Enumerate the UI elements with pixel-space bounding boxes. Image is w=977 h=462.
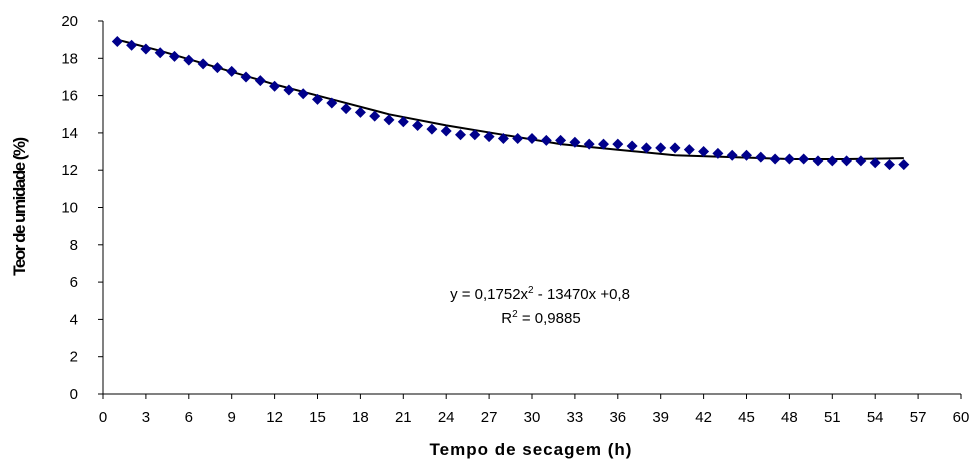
data-point-marker — [669, 142, 681, 154]
data-point-marker — [154, 47, 166, 59]
x-tick-label: 33 — [567, 409, 584, 426]
x-tick-label: 3 — [142, 409, 150, 426]
y-tick-label: 0 — [70, 386, 78, 403]
data-point-marker — [712, 147, 724, 159]
y-axis-ticks: 0 2 4 6 8 10 12 14 16 18 20 — [61, 13, 103, 403]
data-point-marker — [340, 103, 352, 115]
data-point-marker — [326, 97, 338, 109]
data-point-marker — [769, 153, 781, 165]
data-point-marker — [283, 84, 295, 96]
data-point-marker — [383, 114, 395, 126]
data-point-marker — [698, 146, 710, 158]
data-point-marker — [741, 149, 752, 161]
data-point-marker — [197, 58, 209, 70]
x-tick-label: 6 — [185, 409, 193, 426]
trendline — [117, 38, 904, 160]
data-point-marker — [526, 132, 538, 144]
data-point-marker — [612, 138, 624, 150]
x-tick-label: 42 — [695, 409, 712, 426]
data-point-marker — [240, 71, 252, 83]
r-squared-label: R2 = 0,9885 — [501, 309, 580, 327]
data-point-marker — [726, 149, 738, 161]
data-point-marker — [469, 129, 481, 141]
data-point-marker — [812, 155, 824, 167]
data-point-marker — [269, 80, 281, 92]
data-point-marker — [755, 151, 767, 163]
x-tick-label: 36 — [609, 409, 626, 426]
data-series — [111, 36, 910, 171]
x-tick-label: 45 — [738, 409, 755, 426]
x-tick-label: 54 — [867, 409, 884, 426]
data-point-marker — [254, 75, 266, 87]
data-point-marker — [640, 142, 652, 154]
data-point-marker — [426, 123, 438, 135]
y-tick-label: 16 — [61, 88, 78, 105]
x-axis-ticks: 0 3 6 9 12 15 18 21 24 27 30 33 36 39 42 45 48 51 54 57 60 — [99, 394, 970, 426]
data-point-marker — [483, 131, 495, 143]
data-point-marker — [783, 153, 795, 165]
data-point-marker — [455, 129, 466, 141]
data-point-marker — [312, 93, 323, 105]
x-tick-label: 30 — [524, 409, 541, 426]
data-point-marker — [798, 153, 810, 165]
data-point-marker — [655, 142, 667, 154]
data-point-marker — [397, 116, 409, 128]
x-tick-label: 18 — [352, 409, 369, 426]
equation-label: y = 0,1752x2 - 13470x +0,8 — [450, 285, 630, 303]
data-point-marker — [683, 144, 695, 156]
x-tick-label: 27 — [481, 409, 498, 426]
data-point-marker — [598, 138, 609, 150]
data-point-marker — [412, 119, 424, 131]
x-tick-label: 51 — [824, 409, 841, 426]
y-tick-label: 20 — [61, 13, 78, 30]
data-point-marker — [626, 140, 638, 152]
y-tick-label: 2 — [70, 349, 78, 366]
data-point-marker — [497, 132, 509, 144]
x-tick-label: 9 — [228, 409, 236, 426]
data-point-marker — [126, 39, 138, 51]
data-point-marker — [841, 155, 853, 167]
data-point-marker — [512, 132, 524, 144]
x-tick-label: 15 — [309, 409, 326, 426]
data-point-marker — [555, 134, 567, 146]
data-point-marker — [169, 50, 180, 62]
x-tick-label: 0 — [99, 409, 107, 426]
y-tick-label: 18 — [61, 50, 78, 67]
data-point-marker — [111, 36, 123, 48]
data-point-marker — [869, 157, 881, 169]
data-point-marker — [569, 136, 581, 148]
x-tick-label: 21 — [395, 409, 412, 426]
x-axis-title: Tempo de secagem (h) — [430, 440, 633, 459]
data-point-marker — [140, 43, 152, 55]
data-point-marker — [354, 106, 366, 118]
data-point-marker — [297, 88, 309, 100]
data-point-marker — [440, 125, 452, 137]
y-tick-label: 12 — [61, 162, 78, 179]
data-point-marker — [226, 65, 238, 77]
x-tick-label: 12 — [266, 409, 283, 426]
data-point-marker — [826, 155, 838, 167]
y-tick-label: 6 — [70, 274, 78, 291]
data-point-marker — [583, 138, 595, 150]
x-tick-label: 48 — [781, 409, 798, 426]
y-tick-label: 8 — [70, 237, 78, 254]
x-tick-label: 57 — [910, 409, 927, 426]
x-tick-label: 39 — [652, 409, 669, 426]
data-point-marker — [211, 62, 223, 74]
data-point-marker — [884, 159, 895, 171]
data-point-marker — [183, 54, 195, 66]
data-point-marker — [898, 159, 910, 171]
y-tick-label: 10 — [61, 200, 78, 217]
x-tick-label: 60 — [953, 409, 970, 426]
x-tick-label: 24 — [438, 409, 455, 426]
y-tick-label: 14 — [61, 125, 78, 142]
y-tick-label: 4 — [70, 311, 78, 328]
data-point-marker — [540, 134, 552, 146]
data-point-marker — [369, 110, 381, 122]
data-point-marker — [855, 155, 867, 167]
y-axis-title: Teor de umidade (%) — [10, 137, 29, 275]
